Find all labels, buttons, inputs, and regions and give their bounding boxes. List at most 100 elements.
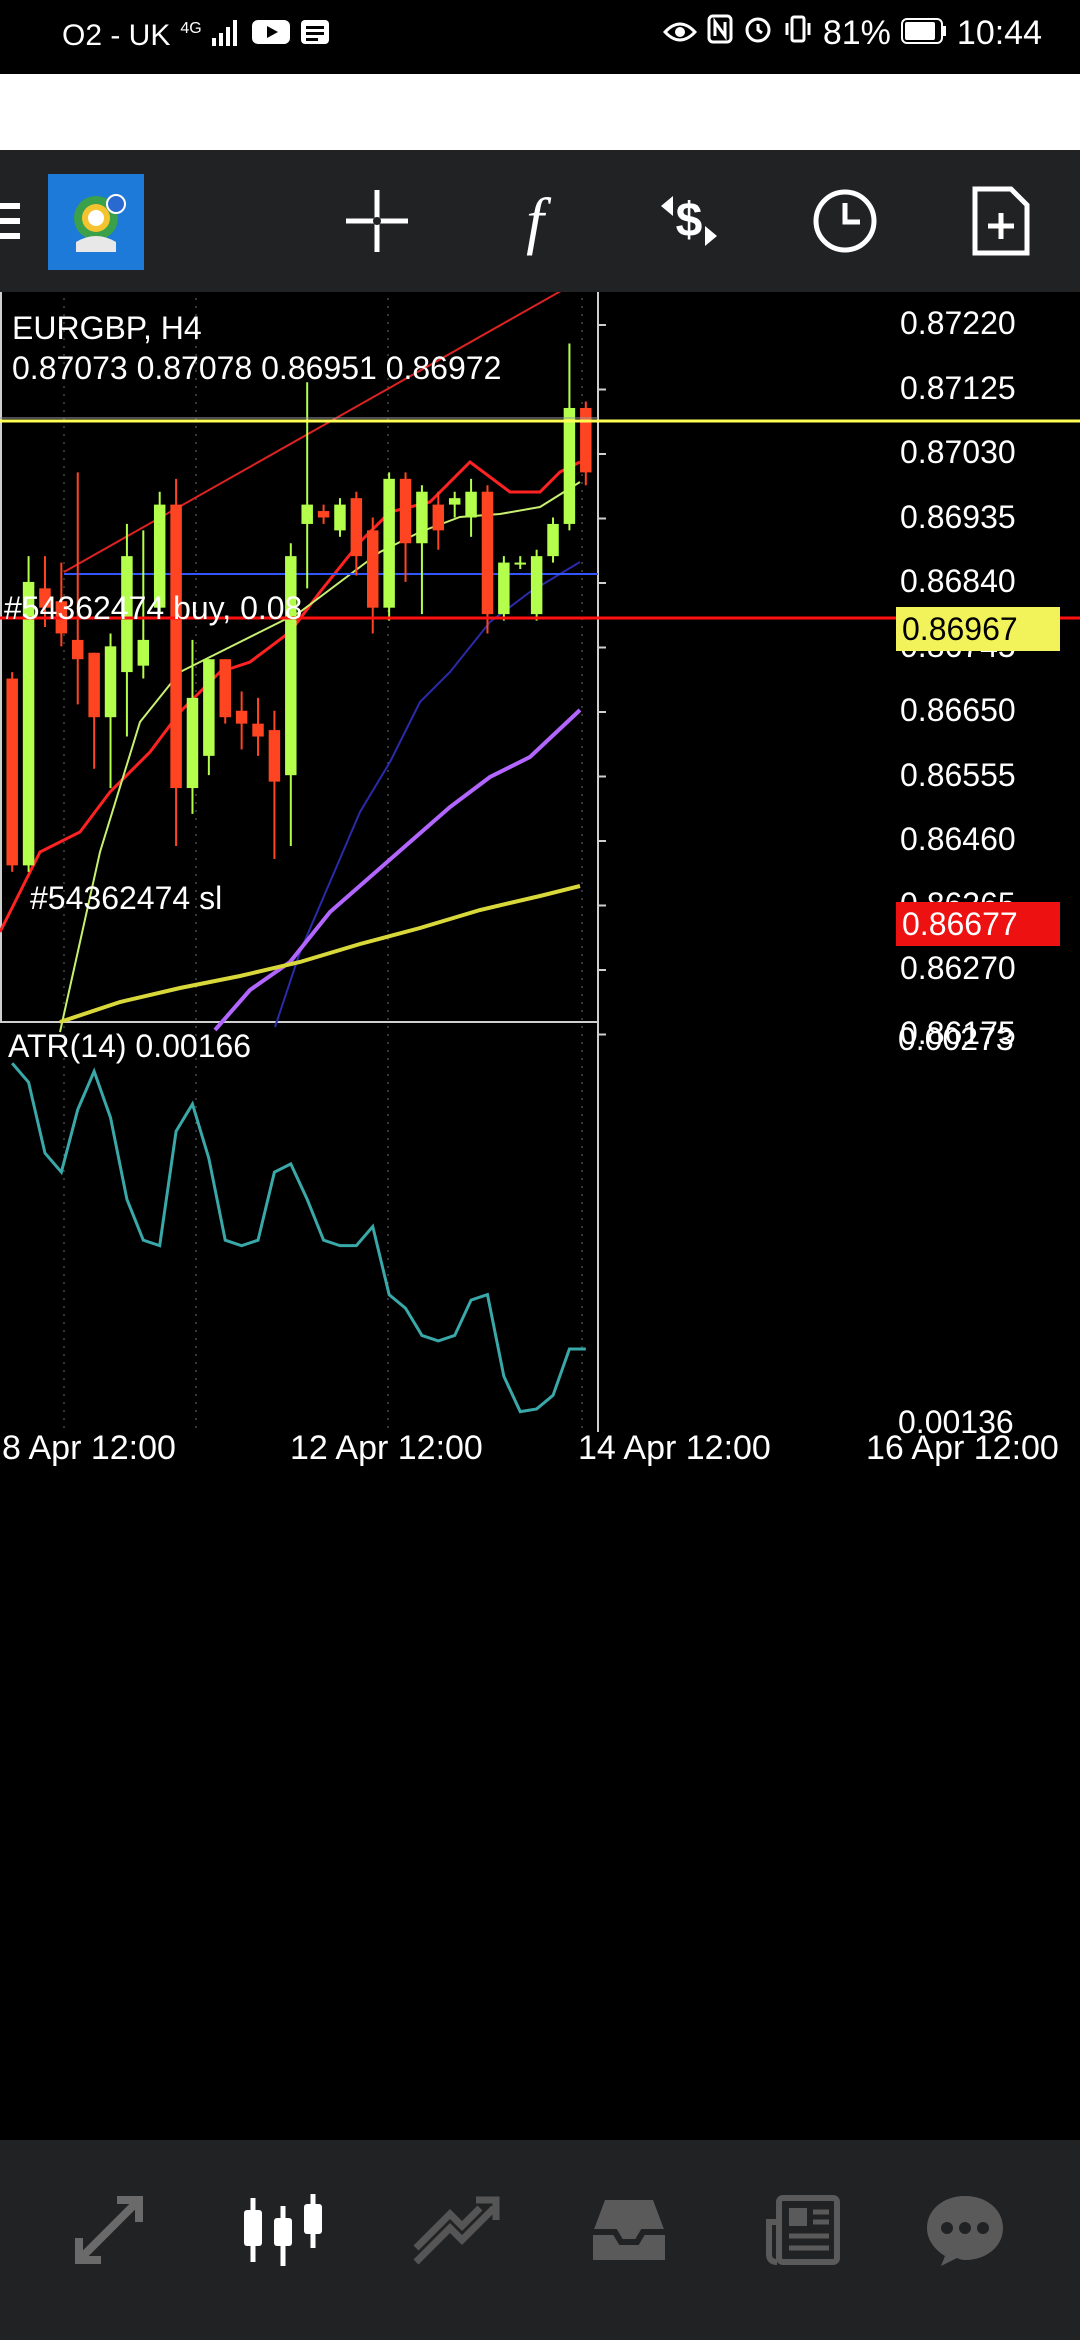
candle-body xyxy=(334,504,346,531)
candle-body xyxy=(235,710,248,724)
candle-body xyxy=(367,530,379,608)
menu-icon[interactable] xyxy=(0,176,40,266)
sl-price-tag: 0.86677 xyxy=(896,902,1060,946)
ma-red-line xyxy=(0,460,581,933)
signal-icon xyxy=(211,18,242,54)
status-bar: O2 - UK 4G 81% xyxy=(0,0,1080,74)
price-axis-label: 0.86555 xyxy=(900,756,1016,793)
trade-icon[interactable]: $ xyxy=(644,176,734,266)
candle-body xyxy=(121,556,133,673)
atr-line xyxy=(11,1062,586,1414)
toolbar: f $ xyxy=(0,150,1080,292)
candle-body xyxy=(203,659,215,756)
ma-yellow-line xyxy=(59,884,581,1024)
price-axis-label: 0.86175 xyxy=(900,1014,1016,1051)
candle-body xyxy=(22,581,35,866)
timeframe-icon[interactable] xyxy=(800,176,890,266)
crosshair-icon[interactable] xyxy=(332,176,422,266)
chart-svg[interactable] xyxy=(0,292,1080,2140)
mt4-logo-icon[interactable] xyxy=(48,174,144,270)
nfc-icon xyxy=(707,14,733,53)
sl-order-label[interactable]: #54362474 sl xyxy=(30,880,223,916)
battery-icon xyxy=(900,14,947,53)
price-axis-label: 0.87220 xyxy=(900,305,1016,341)
candle-body xyxy=(268,730,281,782)
candle-body xyxy=(416,491,428,544)
chart-icon[interactable] xyxy=(228,2180,338,2280)
network-label: 4G xyxy=(180,20,202,37)
candle-body xyxy=(350,498,363,557)
candle-body xyxy=(88,652,100,718)
quotes-icon[interactable] xyxy=(54,2180,164,2280)
candle-body xyxy=(219,659,231,718)
carrier-label: O2 - UK xyxy=(62,19,171,52)
date-label-1: 8 Apr 12:00 xyxy=(2,1429,176,1467)
candle-body xyxy=(153,504,166,608)
white-strip xyxy=(0,74,1080,150)
status-right: 81% 10:44 xyxy=(662,14,1042,53)
candle-body xyxy=(186,697,199,789)
ma-lightgreen-line xyxy=(59,481,581,1033)
candle-body xyxy=(563,407,576,524)
status-left: O2 - UK 4G xyxy=(62,18,330,54)
date-label-3: 14 Apr 12:00 xyxy=(578,1429,771,1467)
candle-body xyxy=(137,639,150,666)
candle-body xyxy=(448,498,461,505)
price-axis-label: 0.86935 xyxy=(900,498,1016,535)
history-icon[interactable] xyxy=(574,2180,684,2280)
candle-body xyxy=(301,504,313,524)
price-axis-label: 0.86650 xyxy=(900,692,1016,728)
candle-body xyxy=(498,562,510,615)
candle-body xyxy=(530,556,543,615)
price-axis-label: 0.86270 xyxy=(900,950,1016,986)
trade-nav-icon[interactable] xyxy=(400,2180,510,2280)
svg-text:$: $ xyxy=(676,194,703,247)
atr-label: ATR(14) 0.00166 xyxy=(8,1028,252,1064)
date-label-2: 12 Apr 12:00 xyxy=(290,1429,483,1467)
chat-icon[interactable] xyxy=(910,2180,1020,2280)
current-price-tag: 0.86967 xyxy=(896,607,1060,651)
youtube-icon xyxy=(251,18,290,54)
buy-order-label[interactable]: #54362474 buy, 0.08 xyxy=(4,590,303,626)
price-axis-label: 0.87125 xyxy=(900,369,1016,406)
price-axis-label: 0.87030 xyxy=(900,434,1016,470)
candle-body xyxy=(465,491,477,518)
ohlc-readout: 0.87073 0.87078 0.86951 0.86972 xyxy=(12,350,502,386)
price-axis-label: 0.86840 xyxy=(900,563,1016,599)
candle-body xyxy=(399,478,412,544)
candle-body xyxy=(39,588,51,608)
candle-body xyxy=(383,478,395,608)
candle-body xyxy=(432,504,445,531)
ma-violet-line xyxy=(213,708,582,1032)
candle-body xyxy=(547,523,559,557)
battery-percent: 81% xyxy=(822,14,891,52)
candle-body xyxy=(514,562,526,565)
clock: 10:44 xyxy=(956,14,1042,52)
candle-body xyxy=(252,723,264,737)
news-icon[interactable] xyxy=(748,2180,858,2280)
candle-body xyxy=(580,407,592,473)
atr-axis-top: 0.00273 xyxy=(898,1021,1014,1057)
notification-icon xyxy=(300,18,330,54)
ma-blue-line xyxy=(274,561,581,1028)
candle-body xyxy=(104,646,117,718)
symbol-timeframe: EURGBP, H4 xyxy=(12,310,202,346)
eye-icon xyxy=(662,14,697,53)
chart-area[interactable]: EURGBP, H4 0.87073 0.87078 0.86951 0.869… xyxy=(0,292,1080,2140)
vibrate-icon xyxy=(783,14,813,53)
candle-body xyxy=(481,491,494,615)
candle-body xyxy=(317,511,330,518)
price-axis-label: 0.86460 xyxy=(900,821,1016,857)
indicators-glyph: f xyxy=(526,185,544,256)
indicators-icon[interactable]: f xyxy=(490,176,580,266)
bottom-nav xyxy=(0,2140,1080,2340)
new-order-icon[interactable] xyxy=(956,176,1046,266)
candle-body xyxy=(72,639,84,660)
date-label-4: 16 Apr 12:00 xyxy=(866,1429,1059,1467)
candle-body xyxy=(6,678,18,866)
atr-axis-bottom: 0.00136 xyxy=(898,1404,1014,1440)
candle-body xyxy=(170,504,182,789)
candle-body xyxy=(285,556,297,776)
alarm-icon xyxy=(743,14,773,53)
